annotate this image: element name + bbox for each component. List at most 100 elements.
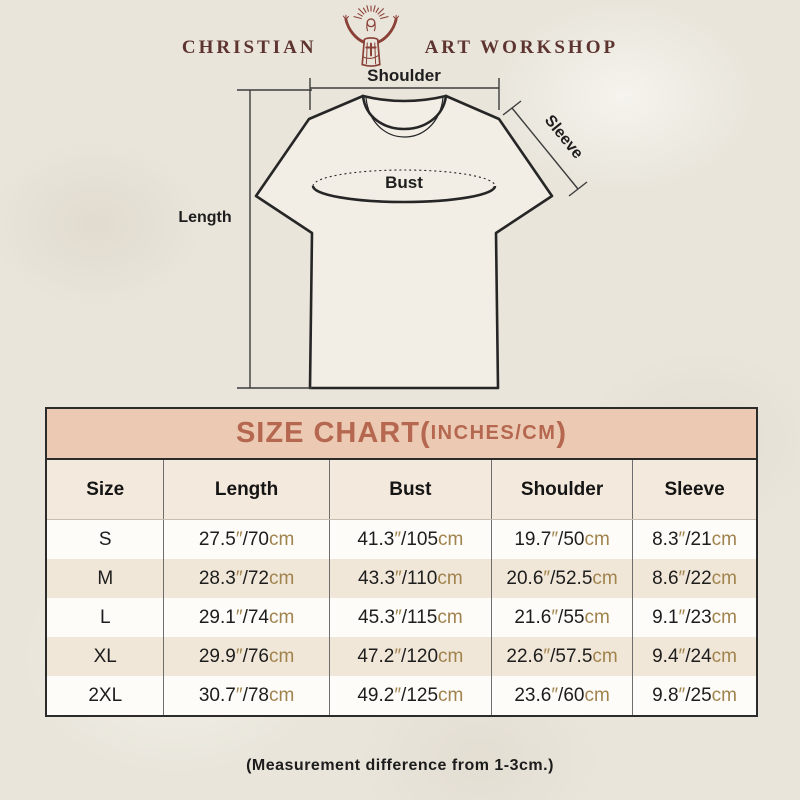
unit-text: cm [438, 528, 464, 550]
measurement-text: 21 [690, 528, 712, 550]
unit-text: cm [438, 684, 464, 706]
size-chart-title-band: SIZE CHART(INCHES/CM) [47, 409, 756, 460]
column-header-size: Size [47, 460, 164, 520]
unit-text: ″ [395, 567, 402, 589]
measurement-text: / [242, 645, 248, 667]
measurement-cell: 19.7″/50cm [491, 519, 633, 559]
size-value: S [47, 519, 164, 559]
tshirt-measurement-diagram: Bust Shoulder Length Sleeve [178, 66, 588, 390]
measurement-text: 52.5 [555, 567, 593, 589]
unit-text: cm [711, 567, 737, 589]
paren-open: ( [419, 417, 431, 449]
size-value: 2XL [47, 676, 164, 715]
measurement-text: 27.5 [198, 528, 236, 550]
measurement-text: 115 [407, 606, 438, 628]
unit-text: cm [711, 645, 737, 667]
measurement-text: 72 [247, 567, 269, 589]
measurement-text: / [550, 645, 556, 667]
measurement-cell: 27.5″/70cm [163, 519, 330, 559]
unit-text: ″ [235, 645, 243, 667]
size-value: M [47, 559, 164, 598]
measurement-text: 22.6 [506, 645, 544, 667]
measurement-text: / [685, 645, 691, 667]
unit-text: ″ [543, 567, 551, 589]
measurement-text: 8.3 [652, 528, 679, 550]
unit-text: cm [437, 606, 463, 628]
measurement-cell: 22.6″/57.5cm [491, 637, 633, 676]
brand-name-left: CHRISTIAN [181, 37, 317, 58]
measurement-text: 29.9 [198, 645, 236, 667]
measurement-text: 20.6 [506, 567, 544, 589]
unit-text: cm [584, 684, 610, 706]
measurement-cell: 9.4″/24cm [632, 637, 756, 676]
size-chart-table: Size Length Bust Shoulder Sleeve S 27.5″/70cm… [47, 460, 756, 715]
unit-text: cm [592, 567, 618, 589]
measurement-text: 23 [690, 606, 712, 628]
unit-text: ″ [551, 684, 559, 706]
bust-label: Bust [385, 173, 423, 192]
unit-text: ″ [678, 567, 686, 589]
measurement-text: 60 [563, 684, 585, 706]
unit-text: ″ [678, 606, 686, 628]
measurement-text: / [685, 567, 691, 589]
measurement-text: / [242, 528, 248, 550]
brand-header: CHRISTIAN [0, 4, 800, 70]
table-row: S 27.5″/70cm 41.3″/105cm 19.7″/50cm 8.3″/21c… [47, 519, 756, 559]
size-chart-title: SIZE CHART [235, 417, 420, 449]
measurement-text: 25 [690, 684, 712, 706]
measurement-text: / [558, 528, 564, 550]
unit-text: ″ [551, 606, 559, 628]
measurement-text: / [401, 645, 407, 667]
size-value: XL [47, 637, 164, 676]
measurement-text: 8.6 [652, 567, 679, 589]
unit-text: ″ [395, 606, 402, 628]
tshirt-body [256, 96, 552, 388]
measurement-cell: 23.6″/60cm [491, 676, 633, 715]
measurement-text: 28.3 [198, 567, 236, 589]
measurement-text: / [242, 567, 248, 589]
column-header-sleeve: Sleeve [632, 460, 756, 520]
measurement-cell: 20.6″/52.5cm [491, 559, 633, 598]
measurement-text: / [685, 528, 691, 550]
measurement-text: / [550, 567, 556, 589]
unit-text: ″ [394, 645, 402, 667]
measurement-cell: 45.3″/115cm [328, 598, 492, 637]
unit-text: cm [711, 606, 737, 628]
jesus-with-raised-arms-icon [342, 5, 399, 67]
unit-text: ″ [235, 606, 243, 628]
measurement-note: (Measurement difference from 1-3cm.) [246, 757, 554, 774]
measurement-cell: 43.3″/110cm [328, 559, 492, 598]
measurement-text: 74 [247, 606, 269, 628]
measurement-text: / [401, 528, 407, 550]
unit-text: ″ [543, 645, 551, 667]
measurement-cell: 29.9″/76cm [163, 637, 330, 676]
measurement-cell: 41.3″/105cm [328, 519, 492, 559]
measurement-text: / [242, 684, 248, 706]
measurement-text: 55 [563, 606, 585, 628]
measurement-text: 23.6 [514, 684, 552, 706]
shoulder-label: Shoulder [367, 66, 441, 85]
measurement-text: 70 [247, 528, 269, 550]
unit-text: cm [584, 528, 610, 550]
paren-close: ) [556, 417, 568, 449]
unit-text: cm [268, 567, 295, 589]
measurement-text: / [558, 684, 564, 706]
measurement-text: 29.1 [198, 606, 236, 628]
measurement-text: 21.6 [514, 606, 552, 628]
unit-text: cm [592, 645, 618, 667]
measurement-text: 50 [563, 528, 585, 550]
size-value: L [47, 598, 164, 637]
unit-text: cm [268, 684, 295, 706]
length-label: Length [178, 209, 231, 226]
measurement-text: 78 [247, 684, 269, 706]
measurement-text: 24 [690, 645, 712, 667]
unit-text: cm [711, 528, 737, 550]
measurement-cell: 29.1″/74cm [163, 598, 330, 637]
unit-text: ″ [678, 684, 686, 706]
size-chart: SIZE CHART(INCHES/CM) Size Length Bust Shou… [45, 407, 758, 717]
measurement-text: 30.7 [198, 684, 236, 706]
measurement-text: 43.3 [358, 567, 396, 589]
measurement-text: / [685, 684, 691, 706]
unit-text: cm [437, 567, 463, 589]
measurement-text: 49.2 [357, 684, 395, 706]
